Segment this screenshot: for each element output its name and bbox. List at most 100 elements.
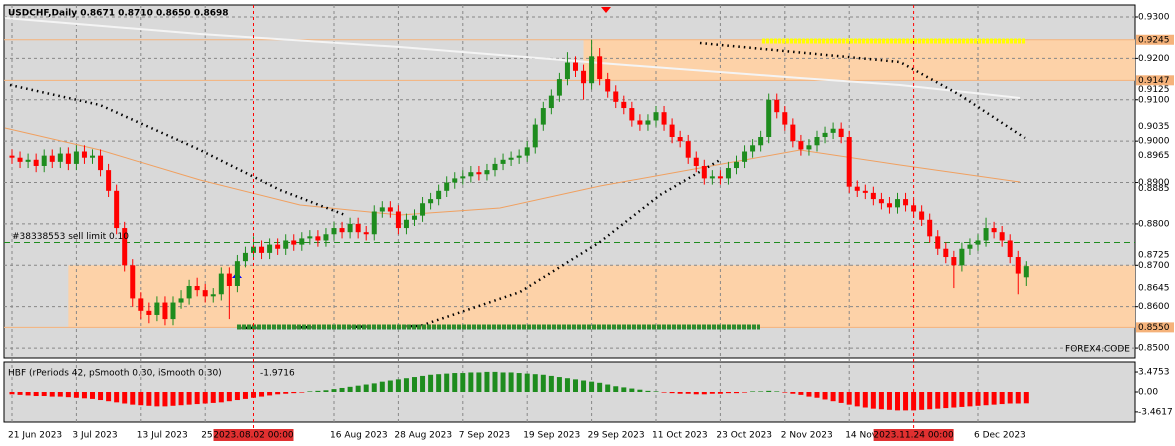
histogram-bar xyxy=(283,392,289,394)
candle-body xyxy=(798,141,804,150)
candle-body xyxy=(476,172,482,175)
histogram-bar xyxy=(57,392,63,397)
candle-body xyxy=(717,176,723,179)
candle-body xyxy=(299,238,305,245)
candle-body xyxy=(387,207,393,212)
histogram-bar xyxy=(73,392,79,398)
y-tick-label: 0.8700 xyxy=(1138,261,1170,271)
histogram-bar xyxy=(870,392,876,409)
y-tick-label: 0.9035 xyxy=(1138,122,1170,132)
candle-body xyxy=(935,236,941,249)
histogram-bar xyxy=(33,392,39,397)
candle-body xyxy=(927,219,933,237)
x-tick-label: 6 Dec 2023 xyxy=(974,431,1026,441)
candle-body xyxy=(967,244,973,249)
candle-body xyxy=(822,132,828,138)
candle-body xyxy=(725,168,731,179)
candle-body xyxy=(540,108,546,125)
candle-body xyxy=(886,203,892,208)
histogram-bar xyxy=(621,387,627,392)
histogram-bar xyxy=(943,392,949,409)
histogram-bar xyxy=(774,391,780,392)
candle-body xyxy=(564,62,570,80)
histogram-bar xyxy=(701,392,707,395)
dotted-indicator xyxy=(9,83,346,217)
histogram-bar xyxy=(49,392,55,397)
histogram-bar xyxy=(291,392,297,394)
candle-body xyxy=(701,165,707,179)
histogram-bar xyxy=(323,390,329,392)
candle-body xyxy=(395,211,401,229)
candle-body xyxy=(556,79,562,96)
histogram-bar xyxy=(81,392,87,399)
candle-body xyxy=(323,234,329,241)
histogram-bar xyxy=(242,392,248,399)
candle-body xyxy=(452,178,458,183)
candle-body xyxy=(484,170,490,175)
zones xyxy=(68,39,1136,328)
histogram-bar xyxy=(41,392,47,397)
candle-body xyxy=(444,182,450,191)
histogram-bar xyxy=(17,392,23,395)
candle-body xyxy=(516,155,522,158)
x-tick-label: 11 Oct 2023 xyxy=(652,431,708,441)
histogram-bar xyxy=(862,392,868,408)
candle-body xyxy=(983,228,989,241)
histogram-bar xyxy=(581,380,587,392)
candle-body xyxy=(33,159,39,166)
histogram-bar xyxy=(476,372,482,392)
histogram-bar xyxy=(927,392,933,410)
histogram-bar xyxy=(65,392,71,398)
candle-body xyxy=(999,232,1005,241)
candle-body xyxy=(234,261,240,286)
candle-body xyxy=(870,192,876,200)
marker-label: 2023.08.02 00:00 xyxy=(213,431,294,441)
candle-body xyxy=(73,151,79,164)
candle-body xyxy=(178,298,184,303)
histogram-bar xyxy=(186,392,192,405)
histogram-bar xyxy=(210,392,216,403)
y-tick-label: 0.8600 xyxy=(1138,302,1170,312)
plot xyxy=(9,39,1029,411)
histogram-bar xyxy=(589,381,595,392)
histogram-bar xyxy=(540,374,546,392)
candle-body xyxy=(41,155,47,166)
level-label-box xyxy=(1136,75,1174,86)
order-label: #38338553 sell limit 0.10 xyxy=(12,232,129,242)
histogram-bar xyxy=(637,389,643,392)
x-tick-label: 16 Aug 2023 xyxy=(330,431,388,441)
candle-body xyxy=(339,228,345,233)
candle-body xyxy=(218,273,224,295)
y-tick-label: 0.8900 xyxy=(1138,178,1170,188)
candle-body xyxy=(677,137,683,142)
candle-body xyxy=(194,285,200,291)
candle-body xyxy=(122,228,128,266)
x-tick-label: 28 Aug 2023 xyxy=(394,431,452,441)
candle-body xyxy=(371,211,377,235)
histogram-bar xyxy=(1015,392,1021,404)
candle-body xyxy=(669,124,675,138)
histogram-bar xyxy=(492,371,498,392)
candle-body xyxy=(98,155,104,171)
histogram-bar xyxy=(331,389,337,392)
histogram-bar xyxy=(597,382,603,392)
y-tick-label: 3.4753 xyxy=(1138,368,1170,378)
dotted-indicator xyxy=(239,158,721,330)
candle-body xyxy=(621,101,627,109)
marker-label-box xyxy=(213,429,294,441)
histogram-bar xyxy=(645,390,651,392)
grid xyxy=(4,5,1135,422)
histogram-bar xyxy=(999,392,1005,405)
histogram-bar xyxy=(299,392,305,393)
candle-body xyxy=(597,56,603,80)
y-tick-label: 0.00 xyxy=(1138,388,1158,398)
histogram-bar xyxy=(162,392,168,407)
histogram-bar xyxy=(363,384,369,392)
candle-body xyxy=(202,290,208,297)
candle-body xyxy=(629,108,635,121)
histogram-bar xyxy=(403,378,409,392)
x-tick-label: 3 Jul 2023 xyxy=(72,431,117,441)
candle-body xyxy=(283,240,289,249)
